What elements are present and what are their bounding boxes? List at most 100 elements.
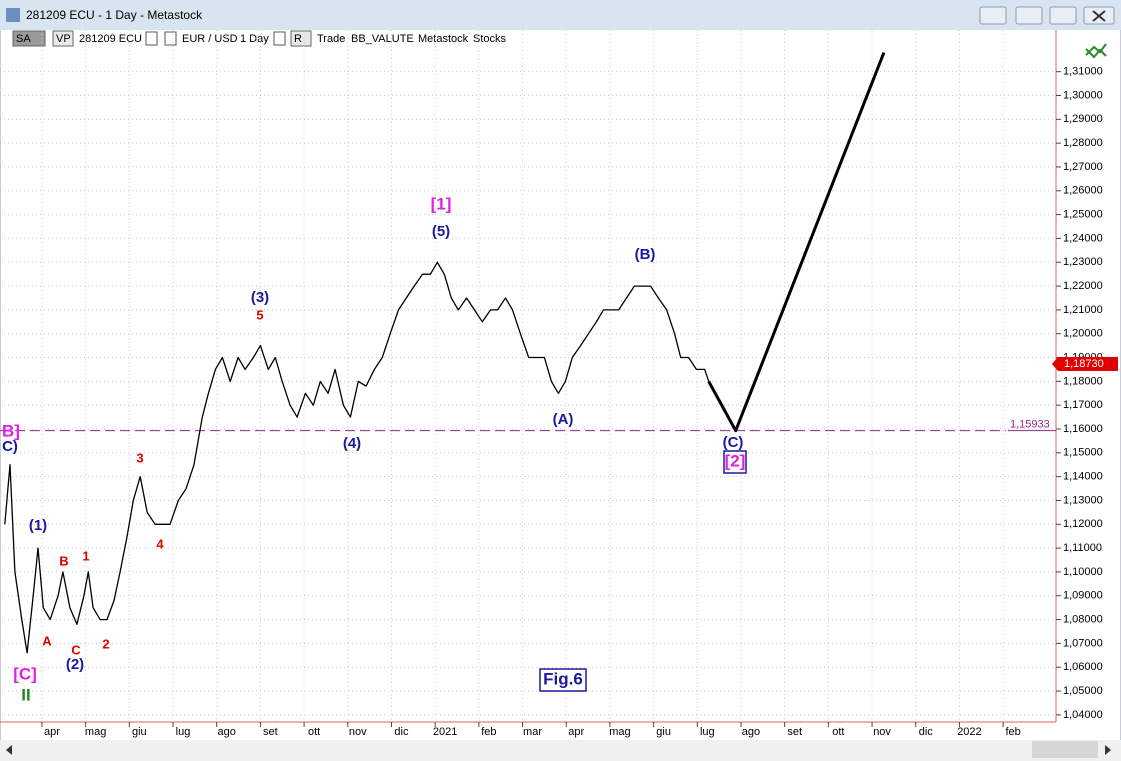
wave-label: C <box>71 642 81 657</box>
window-title: 281209 ECU - 1 Day - Metastock <box>26 8 203 22</box>
toolbar-dropdown[interactable] <box>273 31 286 46</box>
wave-label: (1) <box>29 517 47 534</box>
x-tick-label: mag <box>85 726 106 738</box>
y-tick-label: 1,25000 <box>1063 209 1103 221</box>
y-tick-label: 1,18000 <box>1063 375 1103 387</box>
toolbar: SA VP 281209 ECU EUR / USD 1 Day R Trade BB_VAL… <box>12 30 507 47</box>
wave-label: 5 <box>256 307 263 322</box>
wave-label: (4) <box>343 435 361 452</box>
y-tick-label: 1,07000 <box>1063 637 1103 649</box>
x-tick-label: 2022 <box>957 726 981 738</box>
toolbar-button <box>12 30 46 47</box>
wave-label: (3) <box>251 289 269 306</box>
toolbar-item: Stocks <box>473 33 507 45</box>
y-tick-label: 1,21000 <box>1063 304 1103 316</box>
x-tick-label: set <box>263 726 278 738</box>
x-tick-label: giu <box>132 726 147 738</box>
wave-label: [C] <box>13 664 37 683</box>
x-tick-label: ago <box>742 726 760 738</box>
wave-label: (A) <box>553 411 574 428</box>
last-price-box <box>1058 356 1118 371</box>
wave-label: (2) <box>66 656 84 673</box>
y-tick-label: 1,08000 <box>1063 613 1103 625</box>
toolbar-item: VP <box>56 33 71 45</box>
scroll-thumb[interactable] <box>1032 741 1098 758</box>
toolbar-item: EUR / USD <box>182 33 238 45</box>
wave-label: II <box>21 685 30 704</box>
y-tick-label: 1,14000 <box>1063 471 1103 483</box>
y-tick-label: 1,16000 <box>1063 423 1103 435</box>
last-price-arrow <box>1052 356 1058 371</box>
x-tick-label: nov <box>873 726 891 738</box>
y-tick-label: 1,28000 <box>1063 137 1103 149</box>
price-line <box>707 52 886 433</box>
scroll-left[interactable] <box>6 745 12 755</box>
wave-label: [1] <box>431 194 452 213</box>
wave-label: B <box>59 553 68 568</box>
x-tick-label: apr <box>44 726 60 738</box>
x-tick-label: ott <box>832 726 844 738</box>
y-tick-label: 1,10000 <box>1063 566 1103 578</box>
toolbar-dropdown[interactable] <box>164 31 177 46</box>
y-tick-label: 1,15000 <box>1063 447 1103 459</box>
y-tick-label: 1,26000 <box>1063 185 1103 197</box>
x-tick-label: feb <box>481 726 496 738</box>
chart-tool-icon <box>1085 43 1107 59</box>
toolbar-item: 1 Day <box>240 33 269 45</box>
y-tick-label: 1,20000 <box>1063 328 1103 340</box>
wave-label: 4 <box>156 536 164 551</box>
x-tick-label: mag <box>609 726 630 738</box>
wave-label: 3 <box>136 450 143 465</box>
y-tick-label: 1,31000 <box>1063 66 1103 78</box>
restore-button[interactable] <box>979 6 1007 25</box>
chart-area <box>1 30 1120 730</box>
title-bar <box>0 0 1121 30</box>
y-tick-label: 1,13000 <box>1063 494 1103 506</box>
scrollbar <box>0 740 1121 761</box>
x-tick-label: mar <box>523 726 542 738</box>
wave-label: A <box>42 633 52 648</box>
toolbar-item: SA <box>16 33 31 45</box>
scroll-right[interactable] <box>1105 745 1111 755</box>
maximize-button[interactable] <box>1049 6 1077 25</box>
app-icon <box>6 8 20 22</box>
toolbar-item: Metastock <box>418 33 469 45</box>
x-tick-label: apr <box>568 726 584 738</box>
minimize-button[interactable] <box>1015 6 1043 25</box>
wave-label: [2] <box>725 451 746 470</box>
x-tick-label: ago <box>218 726 236 738</box>
y-tick-label: 1,24000 <box>1063 232 1103 244</box>
y-tick-label: 1,17000 <box>1063 399 1103 411</box>
toolbar-button <box>290 30 312 47</box>
x-tick-label: set <box>787 726 802 738</box>
annotation-box <box>539 668 587 692</box>
level-label: 1,15933 <box>1010 419 1050 431</box>
toolbar-dropdown[interactable] <box>145 31 158 46</box>
x-tick-label: dic <box>919 726 934 738</box>
y-tick-label: 1,09000 <box>1063 590 1103 602</box>
toolbar-button <box>52 30 74 47</box>
wave-label: B] <box>2 421 20 440</box>
y-tick-label: 1,11000 <box>1063 542 1102 554</box>
x-tick-label: lug <box>700 726 715 738</box>
toolbar-item: Trade <box>317 33 345 45</box>
wave-label: 1 <box>82 548 89 563</box>
wave-label: (5) <box>432 223 450 240</box>
wave-label: (B) <box>635 246 656 263</box>
y-tick-label: 1,06000 <box>1063 661 1103 673</box>
y-tick-label: 1,05000 <box>1063 685 1103 697</box>
y-tick-label: 1,12000 <box>1063 518 1103 530</box>
wave-label: 2 <box>102 636 109 651</box>
x-tick-label: feb <box>1005 726 1020 738</box>
price-line <box>4 261 710 654</box>
wave-label: (C) <box>723 434 744 451</box>
x-tick-label: nov <box>349 726 367 738</box>
x-tick-label: giu <box>656 726 671 738</box>
y-tick-label: 1,30000 <box>1063 89 1103 101</box>
x-tick-label: 2021 <box>433 726 457 738</box>
toolbar-item: BB_VALUTE <box>351 33 414 45</box>
last-price-label: 1,18730 <box>1064 358 1104 370</box>
x-tick-label: ott <box>308 726 320 738</box>
toolbar-item: 281209 ECU <box>79 33 142 45</box>
wave-label: Fig.6 <box>543 669 583 688</box>
